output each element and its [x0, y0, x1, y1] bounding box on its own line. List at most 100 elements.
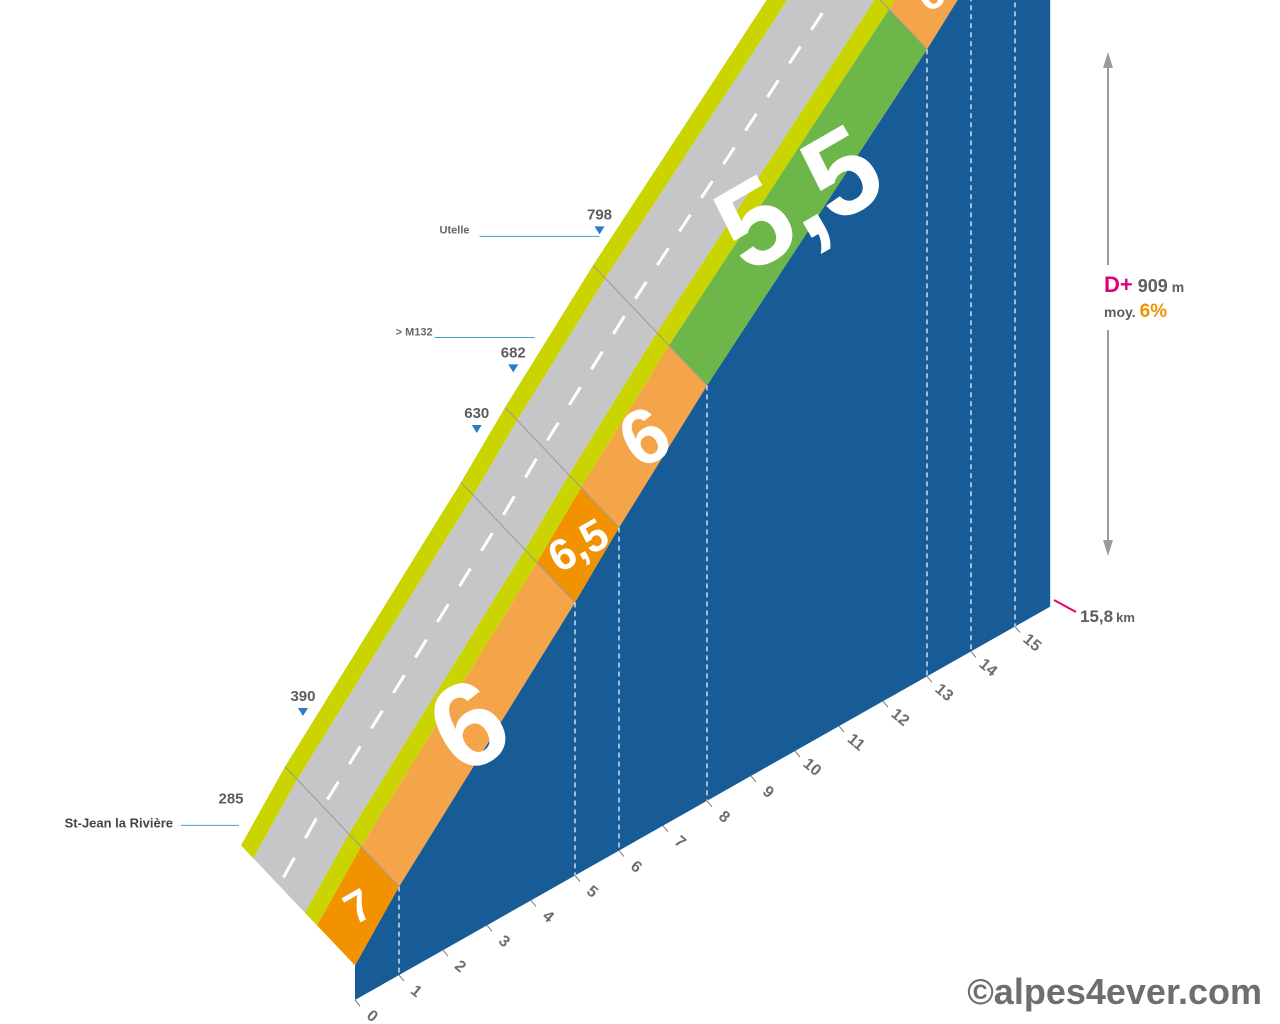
road-dash — [590, 350, 604, 371]
segment-bar-1 — [361, 562, 575, 887]
km-tick-13 — [926, 675, 933, 683]
road-dash — [458, 567, 472, 588]
waypoint-2-altitude: 682 — [501, 344, 526, 361]
road-surface-3 — [517, 278, 657, 475]
km-tick-8 — [706, 800, 713, 808]
road-dash — [480, 532, 494, 552]
road-dash — [414, 638, 428, 659]
km-tick-label-6: 6 — [627, 858, 645, 877]
segment-bar-4 — [669, 9, 927, 386]
average-gradient: moy. 6% — [1104, 301, 1167, 322]
km-tick-label-13: 13 — [932, 681, 957, 706]
segment-edge-1 — [284, 766, 400, 887]
waypoint-0: 390 — [290, 688, 315, 717]
road-dash — [678, 213, 692, 233]
road-dash — [700, 180, 714, 199]
elevation-gain-value: 909 — [1138, 276, 1168, 296]
km-tick-label-11: 11 — [844, 731, 868, 755]
verge-outer-2 — [461, 407, 518, 496]
road-dash — [436, 603, 450, 623]
verge-inner-2 — [524, 474, 581, 563]
verge-inner-3 — [568, 332, 669, 488]
road-surface-2 — [473, 420, 569, 550]
km-tick-label-7: 7 — [671, 833, 689, 852]
total-distance-value: 15,8 — [1080, 607, 1113, 626]
waypoint-1-pointer — [471, 425, 482, 434]
km-tick-label-0: 0 — [363, 1007, 381, 1024]
km-tick-label-9: 9 — [759, 783, 777, 802]
road-dash — [326, 780, 340, 801]
km-tick-14 — [970, 651, 977, 658]
km-tick-5 — [574, 875, 581, 882]
road-dash — [612, 315, 626, 335]
road-dash — [744, 113, 758, 132]
waypoint-2-pointer — [508, 364, 519, 373]
km-tick-1 — [398, 974, 405, 982]
km-tick-3 — [486, 924, 493, 932]
elevation-gain-label: D+ — [1104, 272, 1133, 297]
waypoint-1-altitude: 630 — [464, 405, 489, 422]
road-surface-0 — [253, 779, 349, 913]
km-tick-9 — [750, 775, 757, 783]
waypoint-0-altitude: 390 — [290, 688, 315, 705]
road-dash — [788, 45, 802, 65]
verge-inner-0 — [304, 833, 361, 926]
km-tick-label-4: 4 — [539, 908, 557, 927]
km-dividers — [284, 0, 1016, 976]
road-dash — [766, 79, 780, 98]
km-tick-label-3: 3 — [495, 932, 513, 951]
km-tick-label-2: 2 — [451, 957, 469, 976]
road-dash — [810, 12, 824, 31]
km-tick-15 — [1014, 626, 1021, 633]
segment-bar-3 — [581, 345, 707, 528]
elevation-gain: D+ 909 m — [1104, 272, 1184, 297]
average-value: 6% — [1140, 301, 1168, 322]
road-dash — [656, 247, 670, 266]
waypoint-1: 630 — [464, 405, 489, 434]
verge-outer-1 — [285, 482, 474, 780]
waypoint-3: 798 Utelle — [440, 206, 612, 237]
road-dash — [370, 709, 384, 730]
km-tick-label-12: 12 — [888, 706, 913, 731]
km-tick-4 — [530, 900, 537, 907]
road-dash — [568, 386, 582, 406]
km-tick-11 — [838, 725, 845, 733]
verge-inner-1 — [348, 549, 537, 847]
road-dash — [502, 495, 516, 516]
km-tick-0 — [354, 999, 361, 1007]
road-dash — [634, 281, 648, 300]
segment-bar-0 — [317, 846, 399, 966]
waypoint-2: 682 — [501, 344, 526, 373]
km-tick-label-15: 15 — [1020, 631, 1045, 656]
km-tick-2 — [442, 949, 449, 957]
verge-inner-4 — [656, 0, 889, 346]
road-dash — [282, 857, 296, 879]
start-marker: 285 St-Jean la Rivière — [65, 790, 244, 830]
km-tick-6 — [618, 850, 625, 857]
profile-wall — [355, 0, 1051, 1000]
km-tick-7 — [662, 825, 669, 833]
road-dash — [348, 745, 362, 765]
start-name: St-Jean la Rivière — [65, 815, 173, 830]
segment-edge-3 — [504, 407, 620, 528]
average-label: moy. — [1104, 304, 1136, 320]
waypoint-0-pointer — [297, 708, 308, 717]
km-tick-label-1: 1 — [407, 982, 425, 1001]
segment-bar-2 — [537, 487, 619, 603]
km-tick-10 — [794, 750, 801, 758]
road-dash — [392, 674, 406, 694]
distance-marker — [1053, 599, 1077, 613]
km-tick-label-10: 10 — [800, 755, 825, 780]
elevation-gain-arrow — [1103, 52, 1113, 556]
verge-outer-4 — [593, 0, 788, 279]
total-distance: 15,8 km — [1080, 607, 1135, 626]
start-altitude: 285 — [218, 790, 243, 807]
km-tick-label-8: 8 — [715, 808, 733, 827]
km-tick-label-5: 5 — [583, 883, 601, 902]
road-dash — [546, 421, 560, 442]
waypoint-3-name: Utelle — [440, 224, 470, 236]
road-surface-4 — [605, 0, 875, 333]
road-dash — [524, 457, 538, 479]
